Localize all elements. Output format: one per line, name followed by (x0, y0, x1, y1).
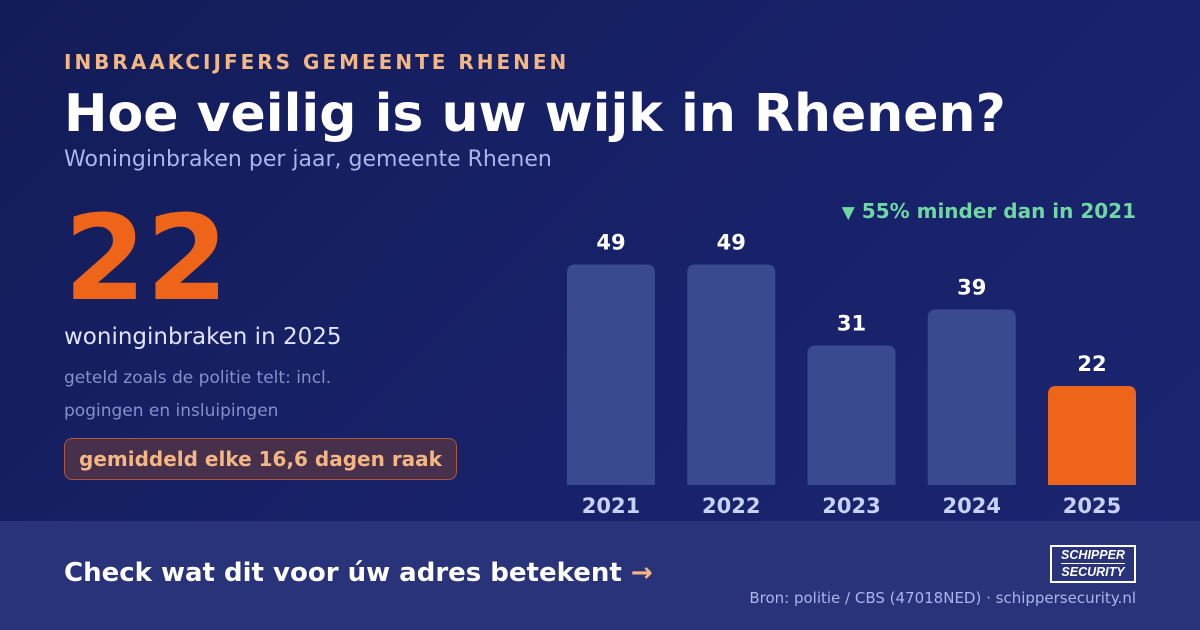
source-note: Bron: politie / CBS (47018NED) · schippe… (749, 589, 1136, 607)
value-label-2021: 49 (596, 231, 625, 255)
logo-line-2: SECURITY (1061, 563, 1125, 579)
x-tick-2025: 2025 (1063, 494, 1121, 518)
arrow-right-icon: → (630, 558, 653, 588)
highlight-number: 22 (64, 189, 229, 327)
footer-bar: Check wat dit voor úw adres betekent → S… (0, 521, 1200, 630)
bar-2022 (687, 264, 776, 485)
logo-line-1: SCHIPPER (1061, 548, 1125, 562)
value-label-2025: 22 (1077, 352, 1106, 376)
x-tick-2023: 2023 (822, 494, 880, 518)
bar-2025 (1048, 386, 1136, 485)
page-title: Hoe veilig is uw wijk in Rhenen? (64, 84, 1006, 144)
company-logo: SCHIPPER SECURITY (1050, 545, 1136, 583)
bar-2021 (567, 264, 655, 485)
value-label-2023: 31 (837, 312, 866, 336)
bar-2023 (807, 345, 896, 485)
value-label-2022: 49 (717, 231, 746, 255)
down-triangle-icon: ▼ (841, 203, 855, 223)
cta-text: Check wat dit voor úw adres betekent (64, 558, 622, 588)
x-tick-2024: 2024 (943, 494, 1001, 518)
change-annotation-text: 55% minder dan in 2021 (861, 199, 1136, 223)
call-to-action-link[interactable]: Check wat dit voor úw adres betekent → (64, 558, 653, 588)
x-tick-2021: 2021 (582, 494, 640, 518)
eyebrow-label: INBRAAKCIJFERS GEMEENTE RHENEN (64, 50, 570, 74)
methodology-note: geteld zoals de politie telt: incl. pogi… (64, 368, 332, 421)
frequency-badge: gemiddeld elke 16,6 dagen raak (64, 438, 457, 480)
page-subtitle: Woninginbraken per jaar, gemeente Rhenen (64, 147, 552, 172)
bar-2024 (927, 309, 1016, 485)
value-label-2024: 39 (957, 276, 986, 300)
change-annotation: ▼ 55% minder dan in 2021 (842, 199, 1136, 223)
highlight-label: woninginbraken in 2025 (64, 324, 342, 350)
x-tick-2022: 2022 (702, 494, 760, 518)
